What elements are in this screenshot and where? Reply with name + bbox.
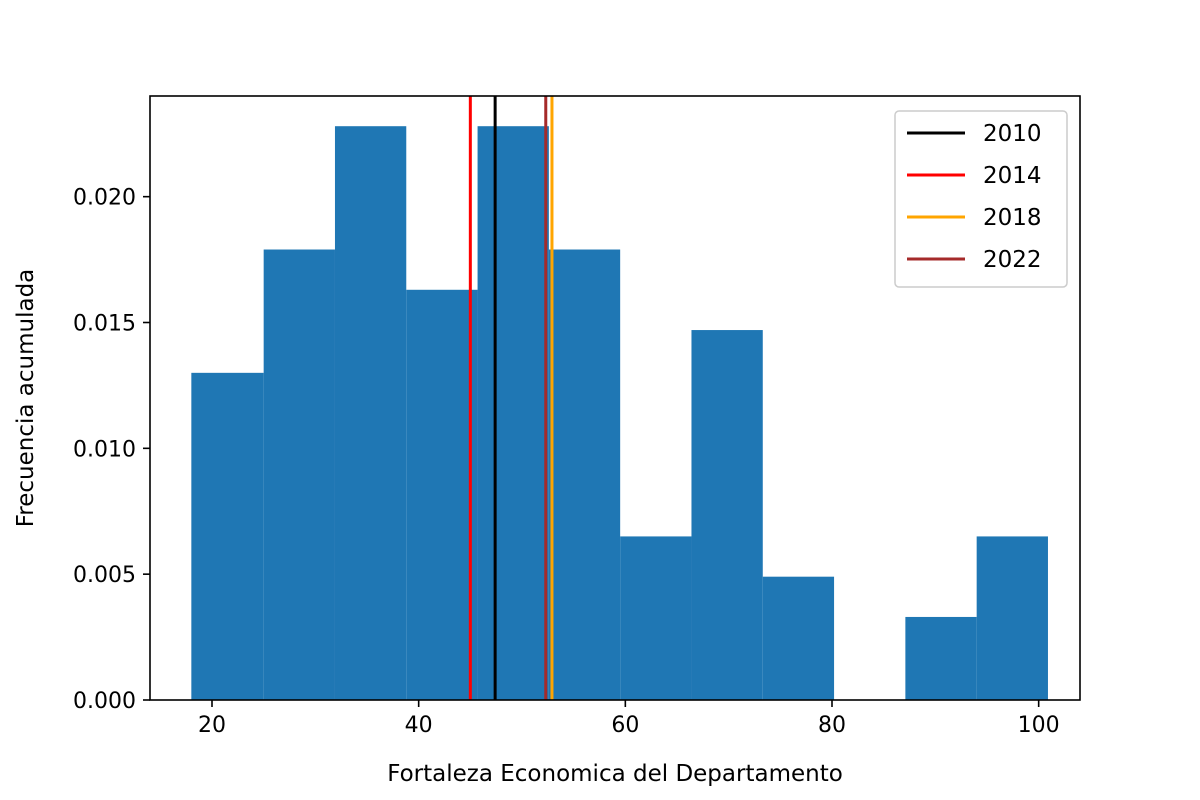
y-axis-label: Frecuencia acumulada [13,269,39,528]
histogram-bar-10 [905,616,977,700]
plot-frame [149,95,1081,701]
y-tick-label-1: 0.005 [73,563,136,588]
legend-label-2014: 2014 [983,163,1042,189]
x-tick-label-3: 80 [818,713,846,738]
x-tick-label-0: 20 [198,713,226,738]
histogram-bar-11 [976,536,1048,700]
legend-label-2022: 2022 [983,247,1042,273]
legend-label-2018: 2018 [983,205,1042,231]
y-tick-label-4: 0.020 [73,186,136,211]
y-tick-label-2: 0.010 [73,437,136,462]
histogram-bar-1 [263,249,335,700]
histogram-bar-7 [691,330,763,700]
histogram-bar-4 [477,126,549,700]
histogram-bar-2 [334,126,407,700]
y-tick-label-3: 0.015 [73,312,136,337]
x-axis-label: Fortaleza Economica del Departamento [387,761,843,787]
y-axis-ticks: 0.000 0.005 0.010 0.015 0.020 [73,186,150,714]
x-tick-label-4: 100 [1018,713,1060,738]
x-tick-label-1: 40 [405,713,433,738]
histogram-bar-3 [406,289,478,700]
y-tick-label-0: 0.000 [73,689,136,714]
bars-group [191,126,1048,700]
histogram-bar-8 [762,576,835,700]
x-axis-ticks: 20 40 60 80 100 [198,700,1060,738]
legend: 2010 2014 2018 2022 [894,110,1068,288]
legend-label-2010: 2010 [983,121,1042,147]
legend-box [894,110,1068,288]
histogram-bar-6 [620,536,692,700]
histogram-bar-0 [191,372,264,700]
histogram-bar-5 [548,249,621,700]
reference-lines-group [468,96,554,700]
x-tick-label-2: 60 [611,713,639,738]
